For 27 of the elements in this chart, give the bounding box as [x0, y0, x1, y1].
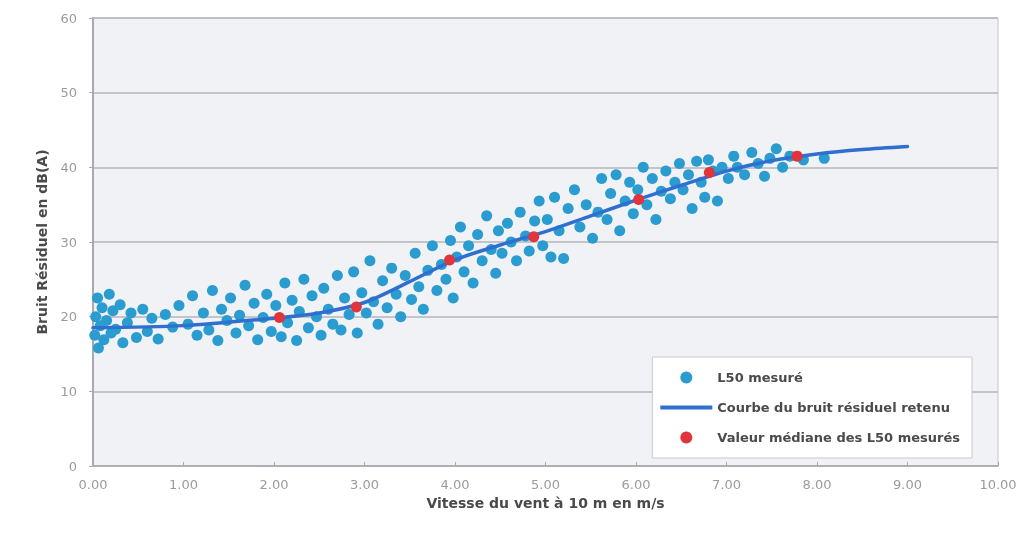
point	[703, 167, 715, 179]
x-tick-label: 4.00	[440, 477, 470, 492]
y-axis-title: Bruit Résiduel en dB(A)	[34, 149, 50, 335]
x-axis-title: Vitesse du vent à 10 m en m/s	[426, 494, 665, 511]
legend-label: L50 mesuré	[717, 370, 803, 385]
x-tick-label: 6.00	[621, 477, 651, 492]
legend-label: Courbe du bruit résiduel retenu	[717, 400, 950, 415]
y-tick-label: 30	[60, 234, 77, 250]
y-tick-label: 10	[60, 383, 77, 399]
point	[273, 311, 285, 323]
x-tick-label: 2.00	[259, 477, 289, 492]
point	[350, 301, 362, 313]
y-tick-label: 40	[60, 159, 77, 175]
x-tick-label: 10.00	[979, 477, 1017, 492]
point	[633, 193, 645, 205]
x-tick-label: 9.00	[893, 477, 922, 492]
x-tick-label: 5.00	[531, 477, 560, 492]
x-tick-label: 0.00	[78, 477, 108, 492]
x-tick-label: 3.00	[350, 477, 379, 492]
y-tick-label: 20	[60, 309, 77, 325]
y-tick-label: 0	[68, 458, 77, 474]
x-tick-label: 7.00	[712, 477, 741, 492]
x-tick-label: 1.00	[169, 477, 198, 492]
y-tick-label: 50	[60, 85, 77, 101]
y-tick-label: 60	[60, 10, 77, 26]
legend-label: Valeur médiane des L50 mesurés	[717, 430, 961, 445]
x-tick-label: 8.00	[802, 477, 832, 492]
